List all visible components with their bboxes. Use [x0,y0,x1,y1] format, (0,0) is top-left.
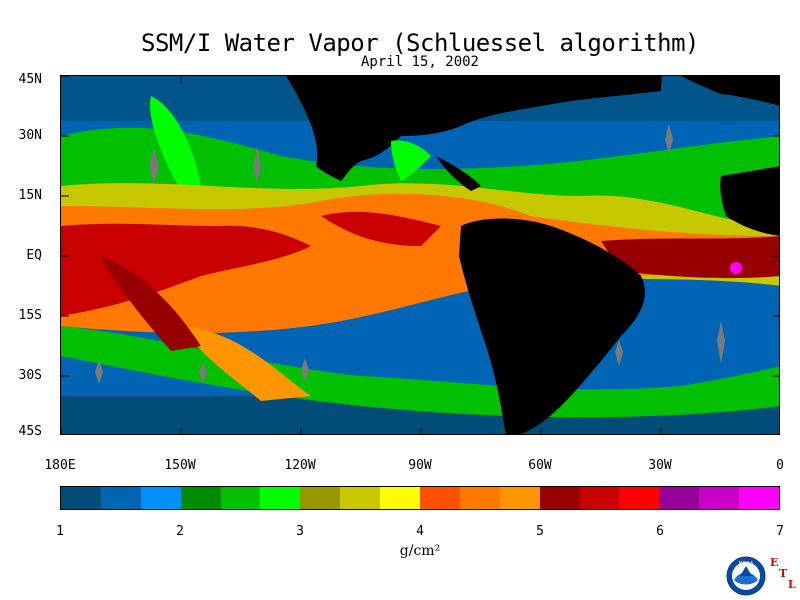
lon-label-60w: 60W [528,458,552,473]
colorbar-cell [539,487,580,509]
etl-letter-e: E [770,556,779,569]
swath-gap [665,124,673,154]
lat-label-15n: 15N [18,188,42,203]
etl-letter-l: L [788,578,796,591]
cuba-land [436,156,481,191]
water-vapor-map [60,75,780,435]
colorbar-cell [659,487,700,509]
colorbar-cell [499,487,540,509]
lat-label-15s: 15S [18,308,42,323]
swath-gap [253,146,261,184]
colorbar-cell [300,487,341,509]
colorbar-cell [61,487,101,509]
colorbar-cell [380,487,421,509]
colorbar-cell [459,487,500,509]
etl-letter-t: T [779,567,788,580]
colorbar-cell [140,487,181,509]
gulf-region [391,140,431,181]
colorbar-unit: g/cm² [399,543,441,559]
swath-gap [717,321,725,364]
lon-label-180e: 180E [44,458,76,473]
colorbar-cell [260,487,301,509]
colorbar-tick-5: 5 [536,524,544,539]
lat-label-30s: 30S [18,368,42,383]
south-moist-band [61,326,779,418]
itcz-core-west [61,223,311,316]
north-america-land [286,76,661,181]
lat-label-30n: 30N [18,128,42,143]
swath-gap [301,358,309,382]
colorbar-cell [420,487,460,509]
south-america-land [459,218,645,434]
map-tick-marks [61,76,779,434]
lat-label-45s: 45S [18,424,42,439]
africa-land [720,166,779,236]
colorbar-tick-7: 7 [776,524,784,539]
itcz-core-east [321,211,441,246]
south-pacific-arm [181,326,311,401]
colorbar-cell [180,487,221,509]
colorbar-cell [739,487,780,509]
colorbar-tick-3: 3 [296,524,304,539]
noaa-logo-text: NOAA [739,561,754,567]
colorbar-cell [340,487,381,509]
lat-label-eq: EQ [26,248,42,263]
pacific-moist-plume [150,96,201,191]
swath-gaps [95,124,725,384]
lon-label-150w: 150W [164,458,196,473]
colorbar-tick-6: 6 [656,524,664,539]
noaa-logo-icon: NOAA [726,556,766,596]
chart-date: April 15, 2002 [360,54,479,70]
swath-gap [149,148,159,184]
swath-gap [615,340,623,366]
colorbar-cell [619,487,660,509]
lon-label-30w: 30W [648,458,672,473]
lon-label-120w: 120W [284,458,316,473]
colorbar-tick-4: 4 [416,524,424,539]
lon-label-0: 0 [776,458,784,473]
colorbar-tick-1: 1 [56,524,64,539]
chart-title: SSM/I Water Vapor (Schluessel algorithm) [141,29,699,57]
swath-gap [199,362,207,384]
swath-gap [95,360,103,384]
lat-label-45n: 45N [18,72,42,87]
colorbar [60,486,780,510]
colorbar-tick-2: 2 [176,524,184,539]
max-moisture-spot [730,262,742,274]
colorbar-cell [100,487,141,509]
europe-land [681,76,779,106]
colorbar-cell [699,487,740,509]
colorbar-cell [579,487,620,509]
noaa-logo: NOAA [726,556,766,596]
lon-label-90w: 90W [408,458,432,473]
colorbar-cell [220,487,261,509]
itcz-core-south [101,256,201,351]
map-svg [61,76,779,434]
